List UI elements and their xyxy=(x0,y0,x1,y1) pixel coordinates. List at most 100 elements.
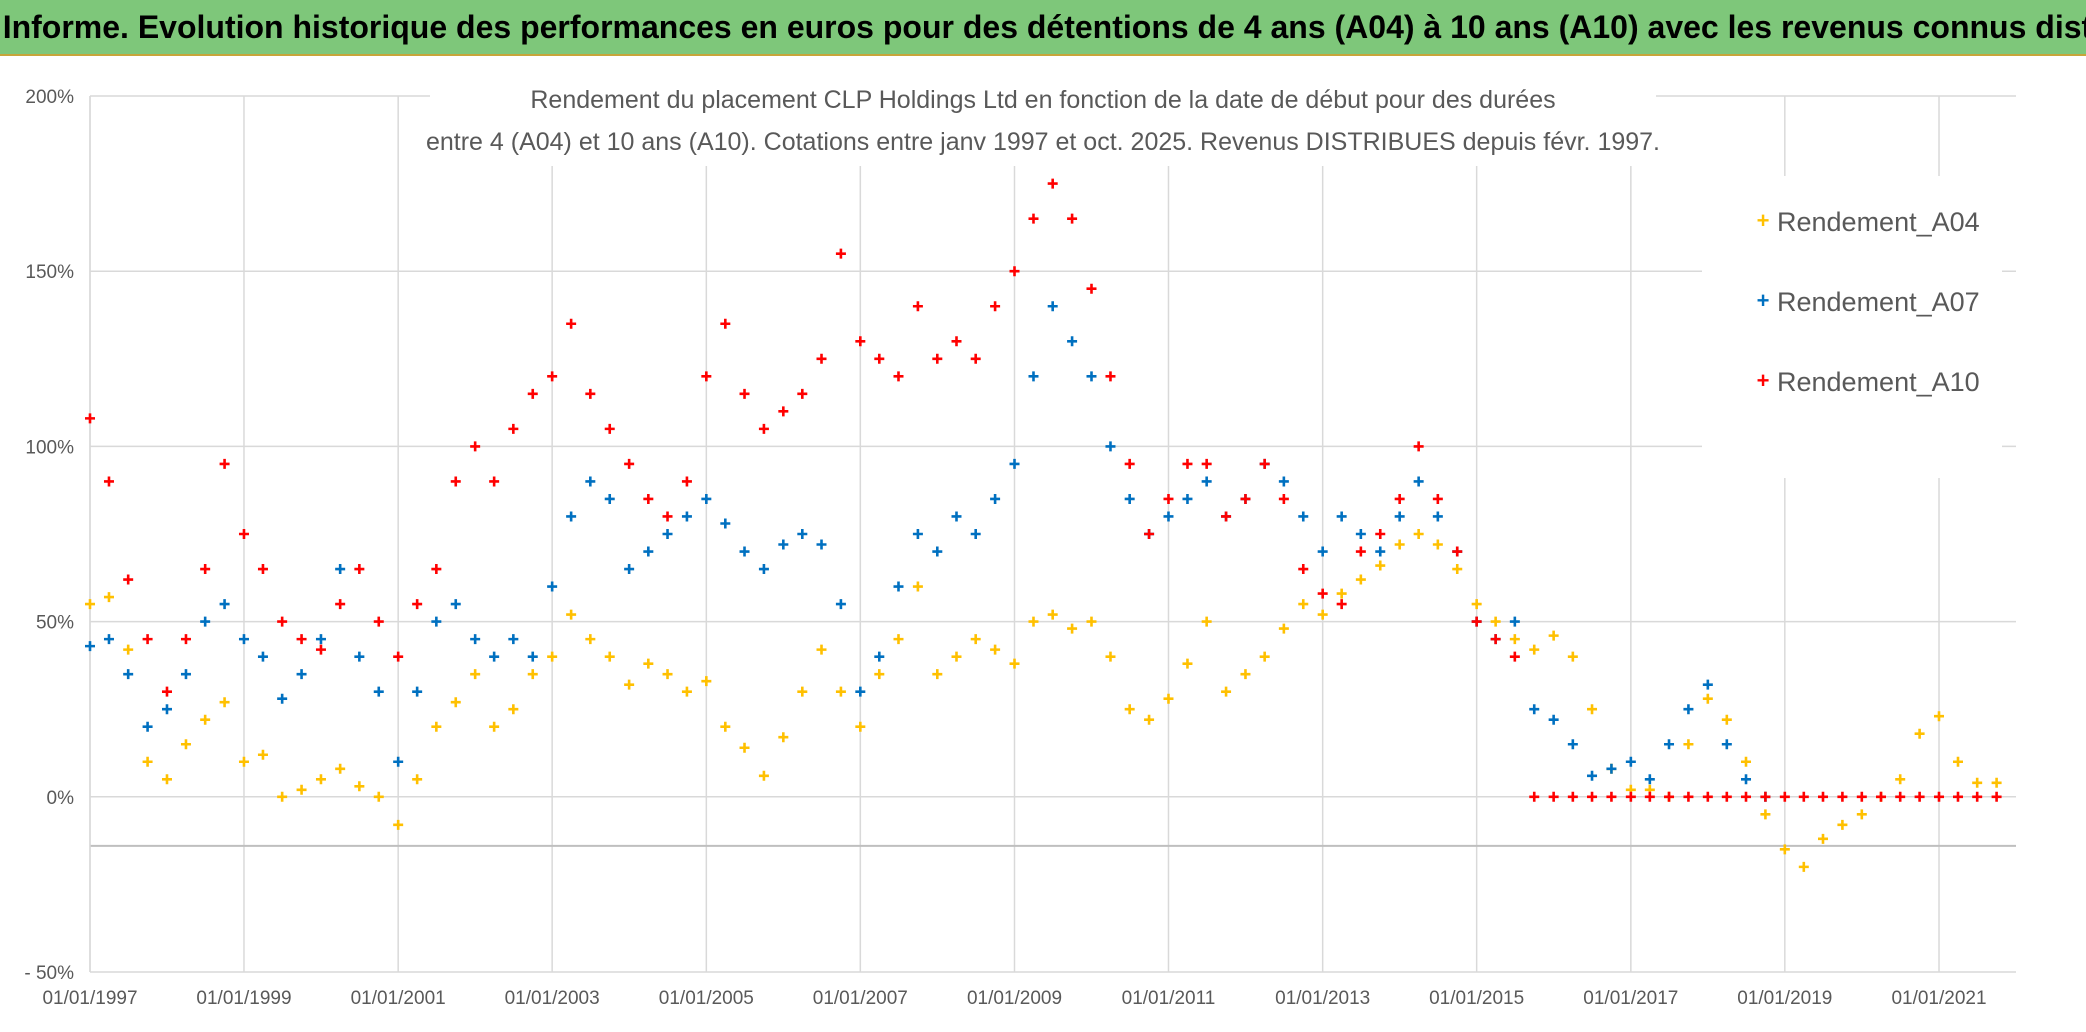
data-point xyxy=(1471,616,1482,627)
data-point xyxy=(180,739,191,750)
data-point xyxy=(354,564,365,575)
x-tick-label: 01/01/2005 xyxy=(659,988,754,1009)
data-point xyxy=(85,413,95,424)
data-point xyxy=(373,791,384,802)
data-point xyxy=(123,644,134,655)
data-point xyxy=(238,529,249,539)
data-point xyxy=(489,721,500,732)
data-point xyxy=(1741,774,1752,785)
x-tick-label: 01/01/2011 xyxy=(1122,988,1216,1009)
x-tick-label: 01/01/1999 xyxy=(196,988,291,1009)
data-point xyxy=(1394,493,1405,504)
data-point xyxy=(277,616,288,627)
data-point xyxy=(1067,623,1078,634)
data-point xyxy=(1529,791,1540,802)
data-point xyxy=(720,721,731,732)
data-point xyxy=(1972,791,1983,802)
data-point xyxy=(604,423,615,434)
data-point xyxy=(161,774,172,785)
x-tick-label: 01/01/2019 xyxy=(1737,988,1832,1009)
data-point xyxy=(1086,616,1097,627)
data-point xyxy=(816,644,827,655)
data-point xyxy=(1028,616,1039,627)
data-point xyxy=(1452,546,1463,557)
data-point xyxy=(373,686,384,697)
series-rendement-a07 xyxy=(85,301,1771,802)
x-tick-label: 01/01/2003 xyxy=(505,988,600,1009)
data-point xyxy=(1375,546,1386,557)
data-point xyxy=(393,819,404,830)
data-point xyxy=(701,676,712,687)
data-point xyxy=(797,529,808,539)
data-point xyxy=(1278,623,1289,634)
legend-item-a04[interactable]: + Rendement_A04 xyxy=(1757,207,1980,237)
data-point xyxy=(1895,774,1906,785)
data-point xyxy=(142,634,153,645)
data-point xyxy=(662,669,673,680)
legend-marker-a04: + xyxy=(1757,208,1770,233)
data-point xyxy=(1009,266,1020,277)
data-point xyxy=(1529,704,1540,715)
data-point xyxy=(739,388,750,399)
data-point xyxy=(238,756,249,767)
data-points xyxy=(85,178,2002,872)
data-point xyxy=(874,669,885,680)
data-point xyxy=(1221,686,1232,697)
data-point xyxy=(1182,458,1193,469)
data-point xyxy=(1625,756,1636,767)
data-point xyxy=(142,721,153,732)
data-point xyxy=(1298,511,1309,522)
data-point xyxy=(296,669,307,680)
data-point xyxy=(932,546,943,557)
data-point xyxy=(778,539,789,550)
data-point xyxy=(1779,844,1790,855)
legend-item-a07[interactable]: + Rendement_A07 xyxy=(1757,287,1980,317)
y-tick-label: 100% xyxy=(25,437,74,458)
data-point xyxy=(1182,493,1193,504)
data-point xyxy=(701,493,712,504)
data-point xyxy=(1355,546,1366,557)
legend[interactable]: + Rendement_A04 + Rendement_A07 + Rendem… xyxy=(1702,176,2002,478)
data-point xyxy=(990,644,1001,655)
data-point xyxy=(219,697,230,708)
data-point xyxy=(1664,739,1675,750)
data-point xyxy=(547,371,558,382)
data-point xyxy=(1413,529,1424,539)
data-point xyxy=(393,651,404,662)
data-point xyxy=(1934,791,1945,802)
data-point xyxy=(1413,441,1424,452)
data-point xyxy=(412,774,423,785)
y-tick-label: 150% xyxy=(25,262,74,283)
data-point xyxy=(720,518,731,529)
legend-item-a10[interactable]: + Rendement_A10 xyxy=(1757,367,1980,397)
data-point xyxy=(855,336,866,347)
legend-label-a04: Rendement_A04 xyxy=(1777,207,1980,237)
data-point xyxy=(624,458,635,469)
data-point xyxy=(1509,616,1520,627)
data-point xyxy=(1702,679,1713,690)
data-point xyxy=(335,564,346,575)
data-point xyxy=(277,791,288,802)
data-point xyxy=(1644,774,1655,785)
data-point xyxy=(893,581,904,592)
legend-label-a10: Rendement_A10 xyxy=(1777,367,1980,397)
series-rendement-a04 xyxy=(85,529,2002,872)
data-point xyxy=(739,546,750,557)
data-point xyxy=(1798,861,1809,872)
data-point xyxy=(951,336,962,347)
data-point xyxy=(1876,791,1886,802)
data-point xyxy=(1067,213,1078,224)
data-point xyxy=(585,388,596,399)
data-point xyxy=(1452,564,1463,575)
data-point xyxy=(547,651,558,662)
data-point xyxy=(758,770,769,781)
data-point xyxy=(1625,791,1636,802)
data-point xyxy=(1144,529,1155,539)
data-point xyxy=(180,669,191,680)
data-point xyxy=(1105,651,1116,662)
data-point xyxy=(1317,546,1328,557)
data-point xyxy=(412,599,423,610)
data-point xyxy=(643,658,654,669)
data-point xyxy=(1952,756,1963,767)
